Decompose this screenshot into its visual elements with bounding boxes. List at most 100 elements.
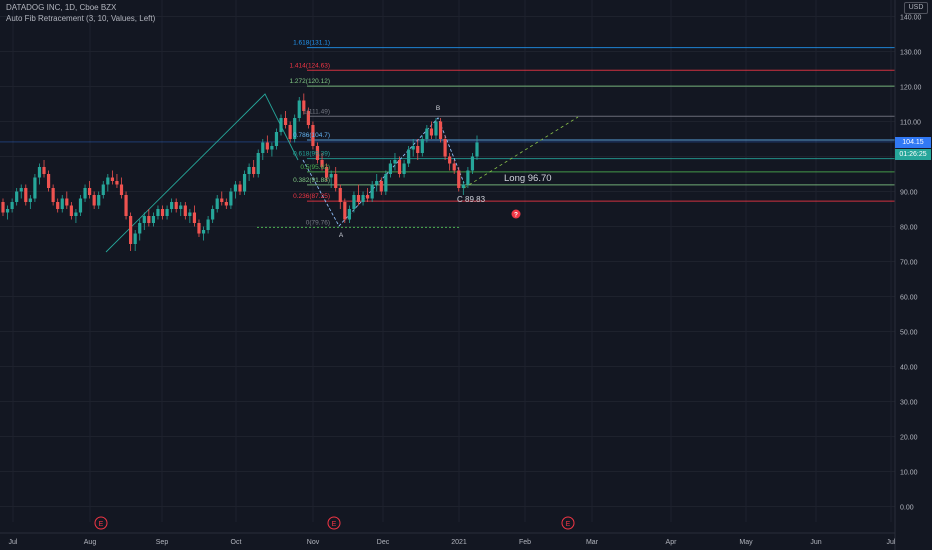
time-axis-label: Apr [666, 539, 678, 546]
candle-body [265, 142, 269, 150]
time-axis-label: Aug [84, 539, 97, 546]
candle-body [33, 177, 37, 199]
candle-body [92, 195, 96, 206]
candle-body [320, 160, 324, 167]
earnings-marker-label: E [332, 521, 337, 528]
currency-button[interactable]: USD [904, 2, 928, 14]
candle-body [56, 202, 60, 209]
candle-body [356, 195, 361, 202]
time-axis-label: Nov [307, 539, 320, 546]
price-axis[interactable]: 140.00130.00120.00110.00100.0090.0080.00… [894, 0, 932, 550]
candle-body [324, 167, 329, 178]
candle-body [206, 219, 210, 230]
time-axis-label: Jun [810, 539, 821, 546]
candle-body [283, 118, 288, 125]
candlestick-series [1, 93, 479, 251]
candle-body [420, 139, 424, 153]
abc-zigzag [302, 117, 465, 227]
time-axis[interactable]: Jul Aug Sep Oct Nov Dec 2021 Feb Mar Apr May Jun Jul [0, 532, 896, 546]
fib-label: 0.786(104.7) [293, 132, 330, 139]
candle-body [302, 100, 306, 111]
candle-body [274, 132, 279, 146]
candle-body [352, 195, 356, 209]
candle-body [142, 216, 146, 223]
candle-body [334, 174, 338, 188]
candle-body [311, 125, 315, 146]
candle-body [174, 202, 178, 209]
time-axis-label: Oct [231, 539, 242, 546]
candle-body [247, 167, 251, 174]
candle-body [28, 198, 32, 202]
candle-body [407, 149, 411, 164]
candle-body [83, 188, 87, 199]
candle-body [60, 198, 64, 209]
time-axis-label: 2021 [451, 539, 467, 546]
price-axis-label: 40.00 [900, 365, 918, 372]
price-axis-label: 70.00 [900, 260, 918, 267]
candle-body [452, 163, 456, 171]
projection-line [463, 116, 579, 189]
candle-body [188, 212, 192, 216]
candle-body [192, 212, 197, 223]
candle-body [384, 174, 388, 192]
candle-body [370, 184, 374, 199]
fib-label: 0.382(91.88) [293, 177, 330, 184]
price-axis-label: 60.00 [900, 295, 918, 302]
candle-body [1, 202, 5, 213]
question-marker-label: ? [514, 212, 518, 219]
fib-label: 1(111.49) [303, 108, 330, 115]
candle-body [129, 216, 133, 244]
candle-body [24, 188, 28, 202]
earnings-marker-label: E [566, 521, 571, 528]
candle-body [133, 233, 137, 244]
time-axis-label: Dec [377, 539, 390, 546]
candle-body [170, 202, 174, 209]
chart-drawings [105, 93, 579, 253]
candle-body [233, 184, 238, 192]
candle-body [393, 160, 397, 164]
candle-body [78, 198, 83, 213]
candle-body [97, 195, 101, 206]
price-axis-label: 140.00 [900, 15, 922, 22]
candle-body [42, 167, 46, 174]
question-marker-icon [511, 209, 521, 219]
fib-label: 0.236(87.25) [293, 193, 330, 200]
candle-body [37, 167, 42, 178]
symbol-title[interactable]: DATADOG INC, 1D, Cboe BZX [6, 3, 117, 12]
candle-body [338, 188, 342, 202]
price-axis-label: 80.00 [900, 225, 918, 232]
candle-body [261, 142, 265, 153]
candle-body [151, 216, 156, 223]
time-axis-label: May [739, 539, 753, 546]
candle-body [115, 181, 119, 185]
candle-body [69, 205, 73, 216]
price-axis-label: 50.00 [900, 330, 918, 337]
candle-body [124, 195, 128, 216]
indicator-title[interactable]: Auto Fib Retracement (3, 10, Values, Lef… [6, 14, 156, 23]
point-label-a: A [339, 232, 344, 239]
candle-body [366, 195, 370, 199]
fib-label: 0.5(95.62) [300, 164, 330, 171]
candle-body [475, 142, 479, 157]
candle-body [375, 181, 379, 185]
candle-body [288, 125, 292, 139]
candle-body [160, 209, 165, 216]
event-markers: E E E? [94, 209, 575, 530]
candle-body [183, 205, 187, 216]
candle-body [270, 146, 274, 150]
candle-body [443, 139, 447, 157]
candle-body [211, 209, 215, 220]
candle-body [329, 174, 333, 178]
point-label-c: C 89.83 [457, 195, 486, 204]
candle-body [10, 202, 14, 209]
candle-body [397, 160, 402, 174]
price-axis-label: 90.00 [900, 190, 918, 197]
candle-body [434, 121, 438, 136]
candle-body [74, 212, 78, 216]
candle-body [165, 209, 169, 216]
last-price-tag: 104.15 [895, 137, 931, 148]
candle-body [448, 156, 452, 164]
candle-body [256, 153, 260, 174]
candle-body [388, 163, 393, 174]
